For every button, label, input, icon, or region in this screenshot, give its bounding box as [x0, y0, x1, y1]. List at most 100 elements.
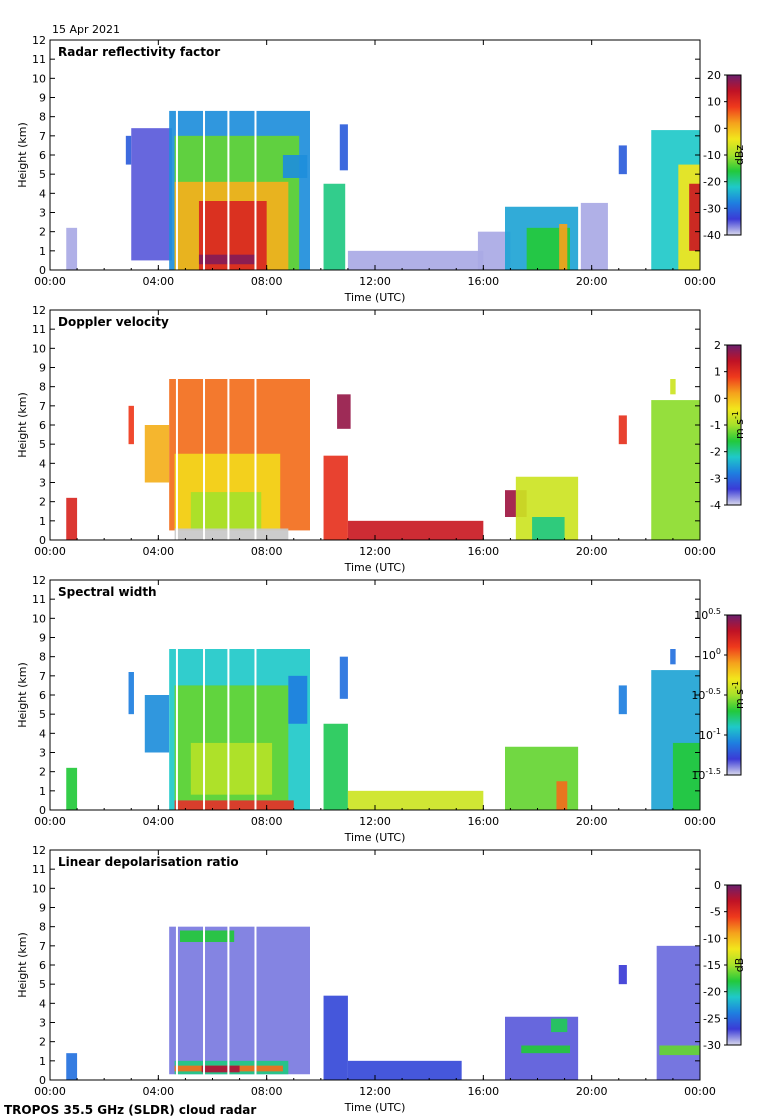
data-gap-line — [203, 40, 206, 270]
y-tick-label: 0 — [39, 1074, 46, 1087]
data-cell — [339, 656, 348, 699]
y-tick-label: 12 — [32, 574, 46, 587]
y-tick-label: 7 — [39, 130, 46, 143]
colorbar-label: m s-1 — [731, 681, 746, 709]
colorbar-label: dBz — [733, 145, 746, 166]
colorbar-tick-label: 10-0.5 — [691, 687, 721, 702]
data-cell — [337, 394, 351, 429]
x-tick-label: 00:00 — [34, 815, 66, 828]
x-tick-label: 04:00 — [142, 1085, 174, 1098]
y-axis-label: Height (km) — [16, 932, 29, 998]
data-cell — [659, 1045, 700, 1056]
data-layer — [66, 580, 700, 810]
colorbar-tick-label: -20 — [703, 986, 721, 999]
colorbar-tick-label: -40 — [703, 229, 721, 242]
data-cell — [672, 742, 700, 810]
y-tick-label: 8 — [39, 381, 46, 394]
data-cell — [323, 995, 348, 1080]
data-gap-line — [175, 850, 178, 1080]
panel-title: Spectral width — [58, 585, 157, 599]
data-cell — [174, 800, 294, 810]
x-tick-label: 00:00 — [684, 1085, 716, 1098]
colorbar-tick-label: -3 — [710, 472, 721, 485]
data-gap-line — [254, 40, 257, 270]
y-tick-label: 0 — [39, 804, 46, 817]
panel-1: Radar reflectivity factor012345678910111… — [16, 34, 746, 304]
colorbar-tick-label: -4 — [710, 499, 721, 512]
x-tick-label: 12:00 — [359, 275, 391, 288]
y-tick-label: 1 — [39, 1055, 46, 1068]
y-tick-label: 9 — [39, 902, 46, 915]
data-gap-line — [254, 310, 257, 540]
y-tick-label: 6 — [39, 419, 46, 432]
x-tick-label: 20:00 — [576, 1085, 608, 1098]
y-tick-label: 5 — [39, 708, 46, 721]
colorbar-tick-label: 10-1.5 — [691, 767, 721, 782]
colorbar-label: m s-1 — [731, 411, 746, 439]
panel-4: Linear depolarisation ratio0123456789101… — [16, 844, 746, 1114]
y-tick-label: 1 — [39, 785, 46, 798]
data-cell — [670, 379, 676, 395]
data-gap-line — [227, 580, 230, 810]
y-tick-label: 6 — [39, 689, 46, 702]
x-tick-label: 00:00 — [34, 275, 66, 288]
colorbar-tick-label: -5 — [710, 906, 721, 919]
y-axis-label: Height (km) — [16, 122, 29, 188]
colorbar-tick-label: -20 — [703, 176, 721, 189]
y-tick-label: 4 — [39, 457, 46, 470]
data-cell — [580, 202, 608, 270]
colorbar-tick-label: -30 — [703, 1039, 721, 1052]
data-gap-line — [227, 40, 230, 270]
y-tick-label: 6 — [39, 149, 46, 162]
data-cell — [618, 145, 627, 175]
colorbar-tick-label: -1 — [710, 419, 721, 432]
x-tick-label: 12:00 — [359, 815, 391, 828]
colorbar-tick-label: -10 — [703, 149, 721, 162]
y-tick-label: 4 — [39, 727, 46, 740]
data-cell — [169, 926, 310, 1075]
data-cell — [347, 790, 484, 810]
data-cell — [551, 1018, 568, 1033]
data-gap-line — [254, 580, 257, 810]
y-tick-label: 3 — [39, 477, 46, 490]
y-tick-label: 5 — [39, 978, 46, 991]
colorbar-tick-label: -30 — [703, 202, 721, 215]
data-cell — [559, 224, 568, 270]
x-tick-label: 20:00 — [576, 815, 608, 828]
y-tick-label: 3 — [39, 747, 46, 760]
y-tick-label: 12 — [32, 844, 46, 857]
y-tick-label: 12 — [32, 304, 46, 317]
x-axis-label: Time (UTC) — [344, 1101, 406, 1114]
x-axis-label: Time (UTC) — [344, 831, 406, 844]
x-tick-label: 16:00 — [467, 545, 499, 558]
data-cell — [131, 128, 172, 261]
y-tick-label: 0 — [39, 264, 46, 277]
x-axis-label: Time (UTC) — [344, 291, 406, 304]
data-cell — [144, 695, 170, 753]
data-cell — [670, 649, 676, 665]
colorbar-tick-label: 100.5 — [694, 607, 721, 622]
plot-frame — [49, 849, 701, 1081]
data-cell — [556, 781, 568, 810]
data-cell — [618, 415, 627, 445]
data-cell — [323, 455, 348, 540]
colorbar-tick-label: -2 — [710, 446, 721, 459]
data-cell — [288, 675, 308, 724]
data-gap-line — [203, 310, 206, 540]
data-cell — [201, 1065, 240, 1073]
x-tick-label: 20:00 — [576, 545, 608, 558]
x-tick-label: 16:00 — [467, 275, 499, 288]
y-tick-label: 8 — [39, 651, 46, 664]
data-cell — [618, 965, 627, 985]
data-cell — [128, 405, 134, 445]
data-cell — [618, 685, 627, 715]
data-gap-line — [227, 310, 230, 540]
x-tick-label: 16:00 — [467, 1085, 499, 1098]
x-tick-label: 00:00 — [684, 275, 716, 288]
x-axis-label: Time (UTC) — [344, 561, 406, 574]
data-cell — [347, 520, 484, 540]
data-layer — [66, 40, 700, 270]
y-tick-label: 9 — [39, 362, 46, 375]
colorbar-tick-label: 0 — [714, 392, 721, 405]
